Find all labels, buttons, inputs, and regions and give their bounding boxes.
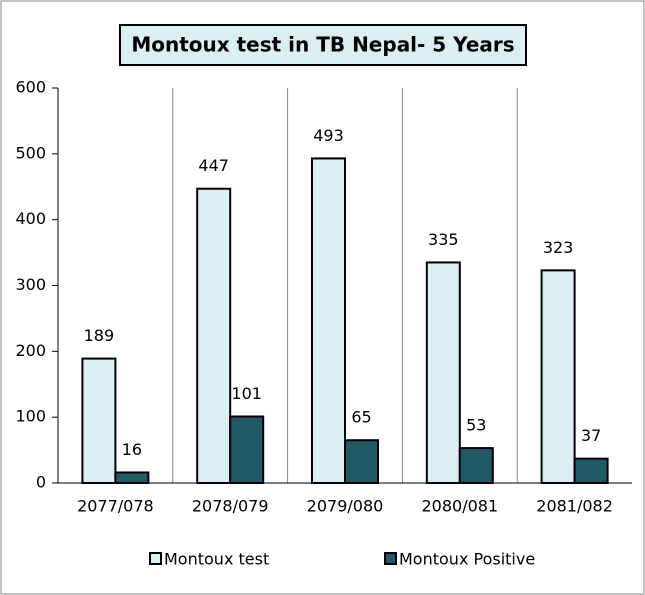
bar xyxy=(114,471,150,485)
legend-swatch xyxy=(384,552,397,565)
data-label: 447 xyxy=(198,156,229,175)
y-tick-label: 500 xyxy=(15,143,46,162)
data-label: 16 xyxy=(122,440,142,459)
data-label: 37 xyxy=(581,426,601,445)
x-tick-label: 2081/082 xyxy=(536,497,613,516)
data-label: 101 xyxy=(231,384,262,403)
x-tick-label: 2080/081 xyxy=(421,497,498,516)
x-tick-label: 2077/078 xyxy=(77,497,154,516)
legend-label: Montoux test xyxy=(164,550,269,569)
bar xyxy=(344,439,379,485)
legend-swatch xyxy=(149,552,162,565)
x-tick-label: 2078/079 xyxy=(192,497,269,516)
data-label: 493 xyxy=(313,126,344,145)
y-tick-label: 100 xyxy=(15,407,46,426)
data-label: 323 xyxy=(543,238,574,257)
bar xyxy=(81,357,117,485)
y-tick-label: 400 xyxy=(15,209,46,228)
data-label: 65 xyxy=(351,408,371,427)
y-tick-label: 0 xyxy=(36,473,46,492)
chart-title: Montoux test in TB Nepal- 5 Years xyxy=(131,33,514,57)
x-tick-label: 2079/080 xyxy=(307,497,384,516)
y-tick-label: 300 xyxy=(15,275,46,294)
bar xyxy=(540,269,576,484)
data-label: 335 xyxy=(428,230,459,249)
y-tick-label: 200 xyxy=(15,341,46,360)
title-box xyxy=(119,24,527,66)
bar xyxy=(229,415,265,484)
legend-label: Montoux Positive xyxy=(399,550,535,569)
bar xyxy=(425,261,461,485)
bar xyxy=(573,457,609,484)
y-tick-label: 600 xyxy=(15,78,46,97)
bar xyxy=(458,447,494,485)
data-label: 189 xyxy=(84,326,115,345)
data-label: 53 xyxy=(466,416,486,435)
bar xyxy=(311,157,346,484)
bar xyxy=(196,187,232,484)
